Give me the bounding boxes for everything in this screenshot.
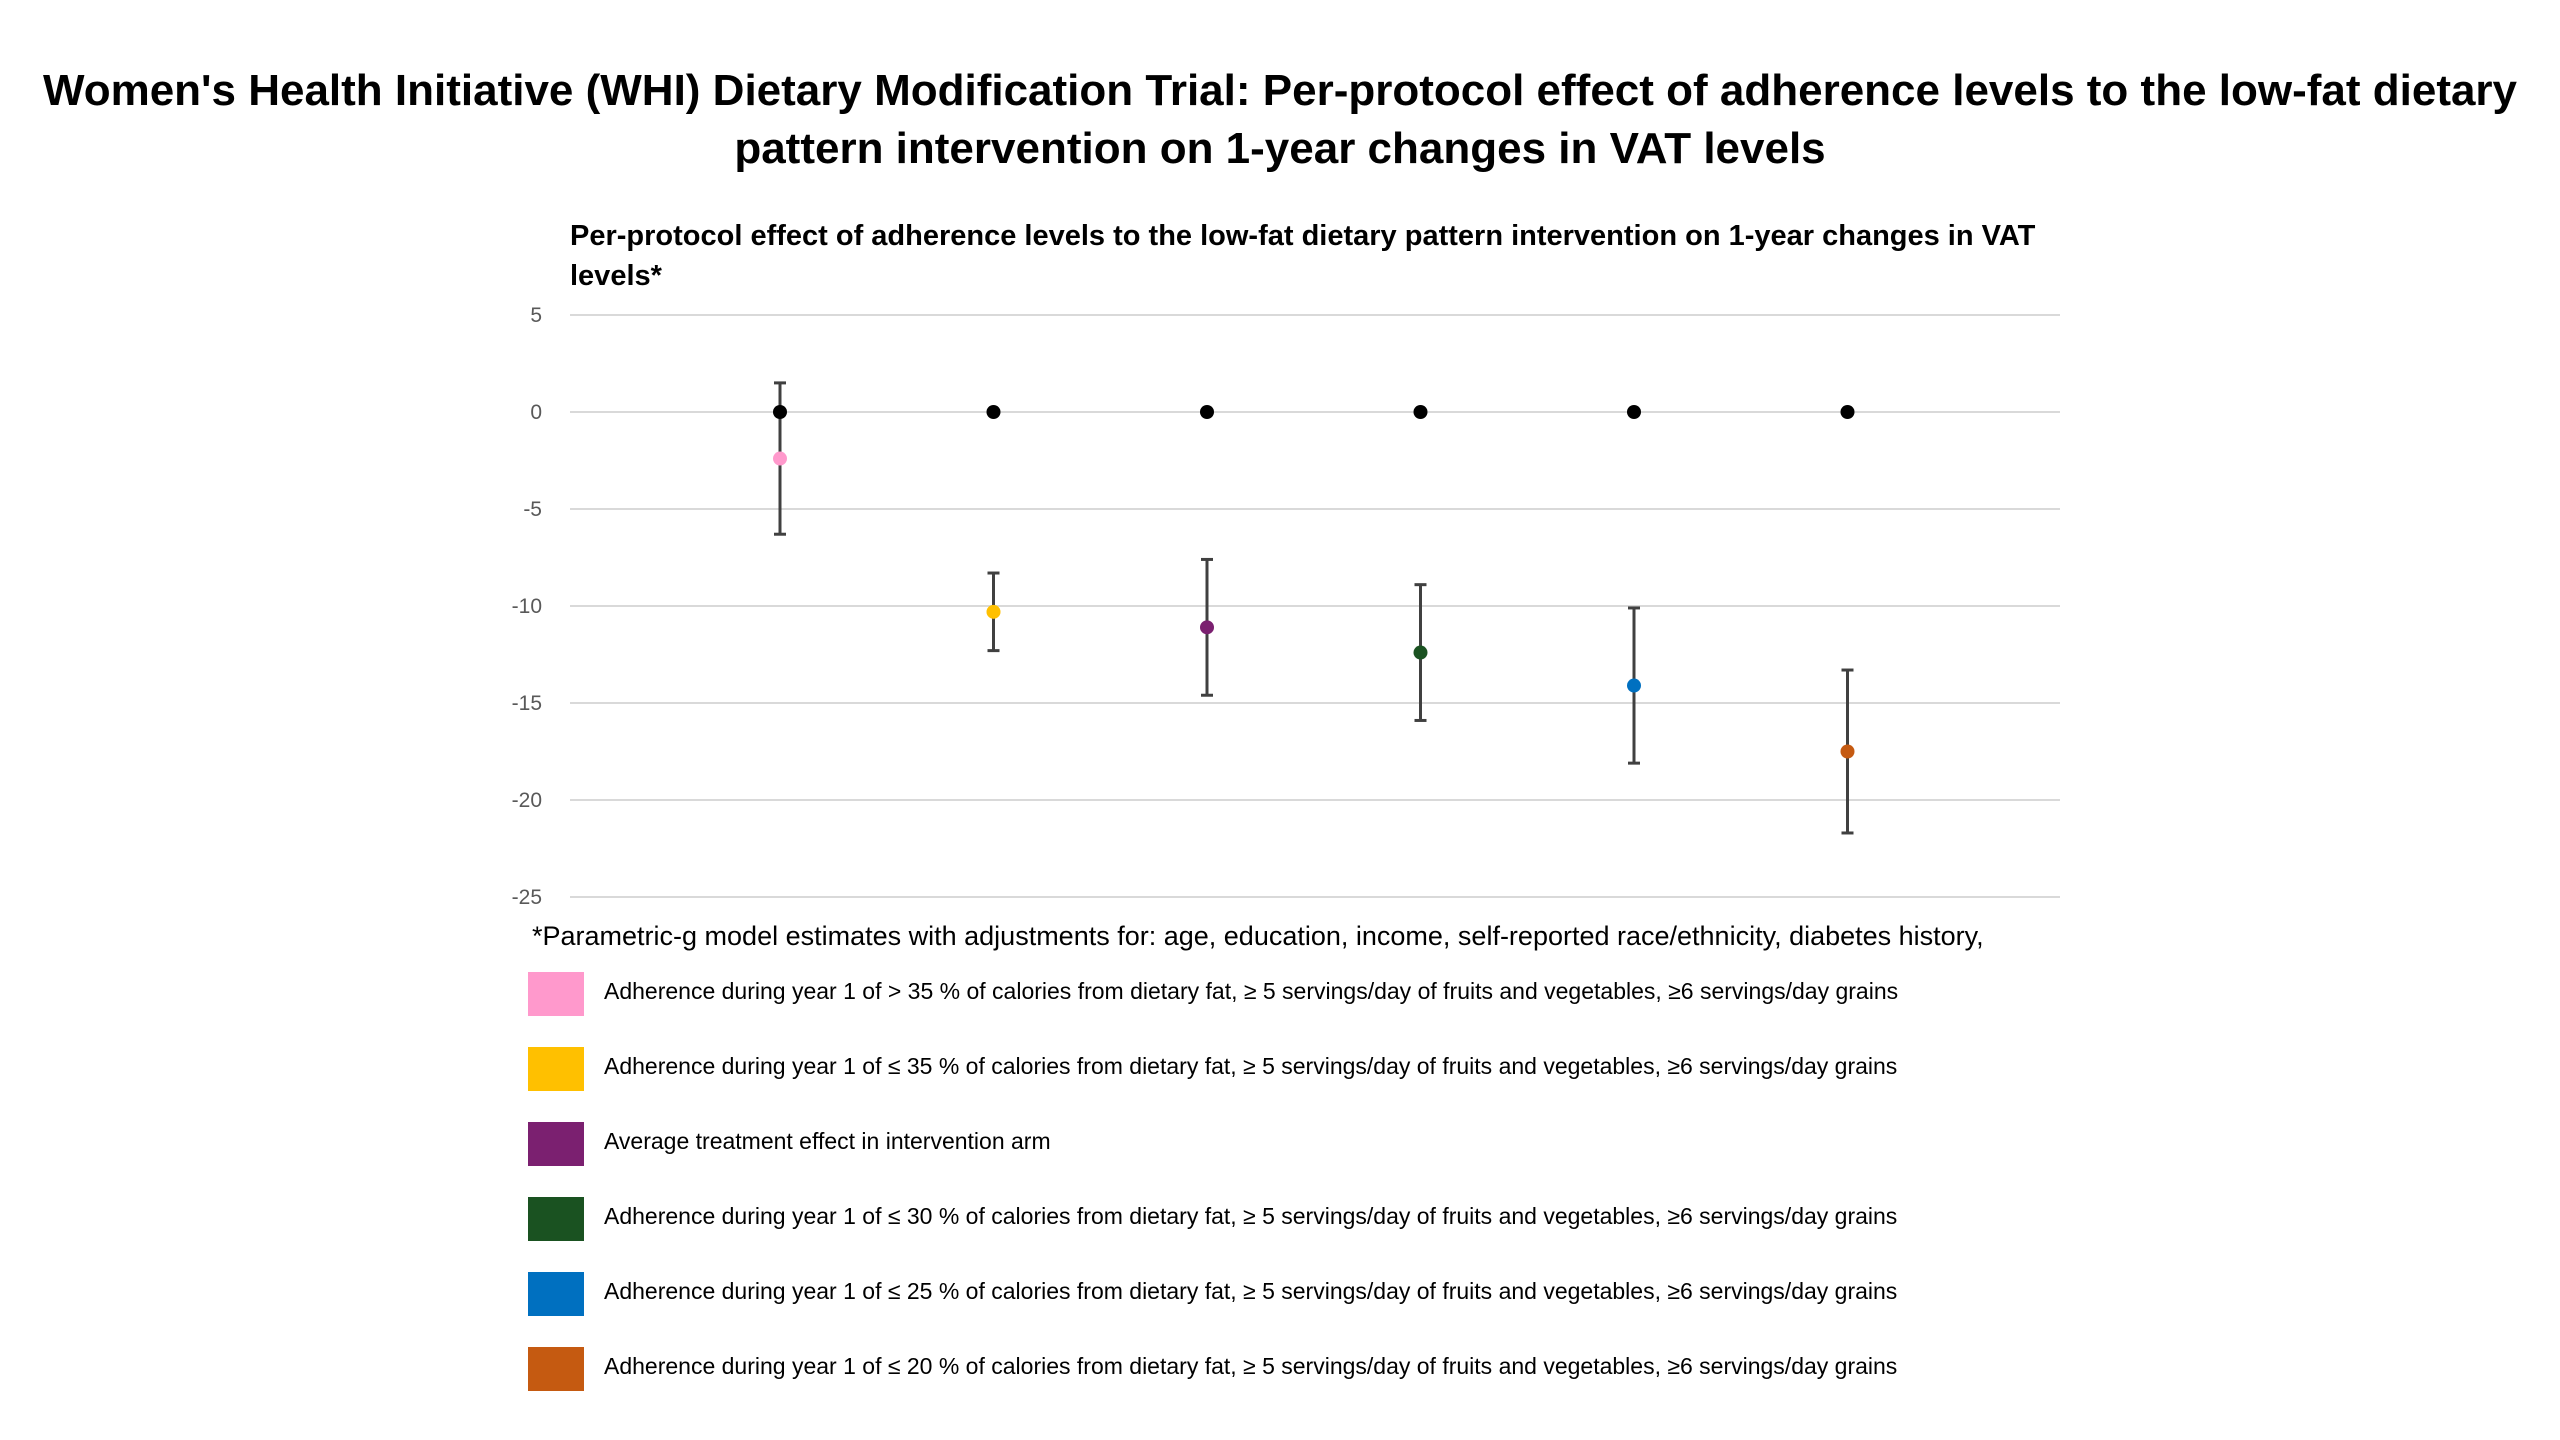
legend-swatch — [528, 1272, 584, 1316]
y-axis-ticks: 5 0 -5 -10 -15 -20 -25 — [512, 304, 542, 909]
legend-label: Adherence during year 1 of ≤ 20 % of cal… — [604, 1353, 1898, 1379]
data-point — [1413, 645, 1428, 660]
legend-swatch — [528, 1197, 584, 1241]
reference-point — [1413, 405, 1428, 419]
legend-label: Adherence during year 1 of > 35 % of cal… — [604, 978, 1899, 1004]
y-tick-label: 5 — [530, 304, 542, 327]
legend-swatch — [528, 1122, 584, 1166]
reference-point — [1840, 405, 1855, 419]
reference-point — [773, 405, 787, 419]
legend-label: Adherence during year 1 of ≤ 35 % of cal… — [604, 1053, 1898, 1079]
legend-swatch — [528, 1047, 584, 1091]
legend-label: Adherence during year 1 of ≤ 30 % of cal… — [604, 1203, 1898, 1229]
legend-swatch — [528, 972, 584, 1016]
y-tick-label: -20 — [512, 789, 542, 812]
reference-point — [1627, 405, 1641, 419]
legend-swatch — [528, 1347, 584, 1391]
y-tick-label: 0 — [530, 401, 542, 424]
data-point — [1200, 620, 1214, 635]
legend-label: Average treatment effect in intervention… — [604, 1128, 1051, 1154]
reference-point — [1200, 405, 1214, 419]
reference-point — [986, 405, 1001, 419]
data-point — [986, 604, 1001, 619]
footnote: *Parametric-g model estimates with adjus… — [532, 921, 1984, 951]
y-tick-label: -10 — [512, 595, 542, 618]
gridlines — [570, 314, 2060, 898]
legend-label: Adherence during year 1 of ≤ 25 % of cal… — [604, 1278, 1898, 1304]
y-tick-label: -5 — [523, 498, 542, 521]
y-tick-label: -25 — [512, 886, 542, 909]
data-marks — [773, 381, 1855, 835]
chart-title: Per-protocol effect of adherence levels … — [570, 220, 2036, 292]
main-title: Women's Health Initiative (WHI) Dietary … — [42, 66, 2518, 173]
y-tick-label: -15 — [512, 692, 542, 715]
data-point — [1627, 678, 1641, 693]
data-point — [1840, 744, 1855, 759]
chart-plot-area: 5 0 -5 -10 -15 -20 -25 — [512, 304, 2060, 909]
data-point — [773, 451, 787, 466]
